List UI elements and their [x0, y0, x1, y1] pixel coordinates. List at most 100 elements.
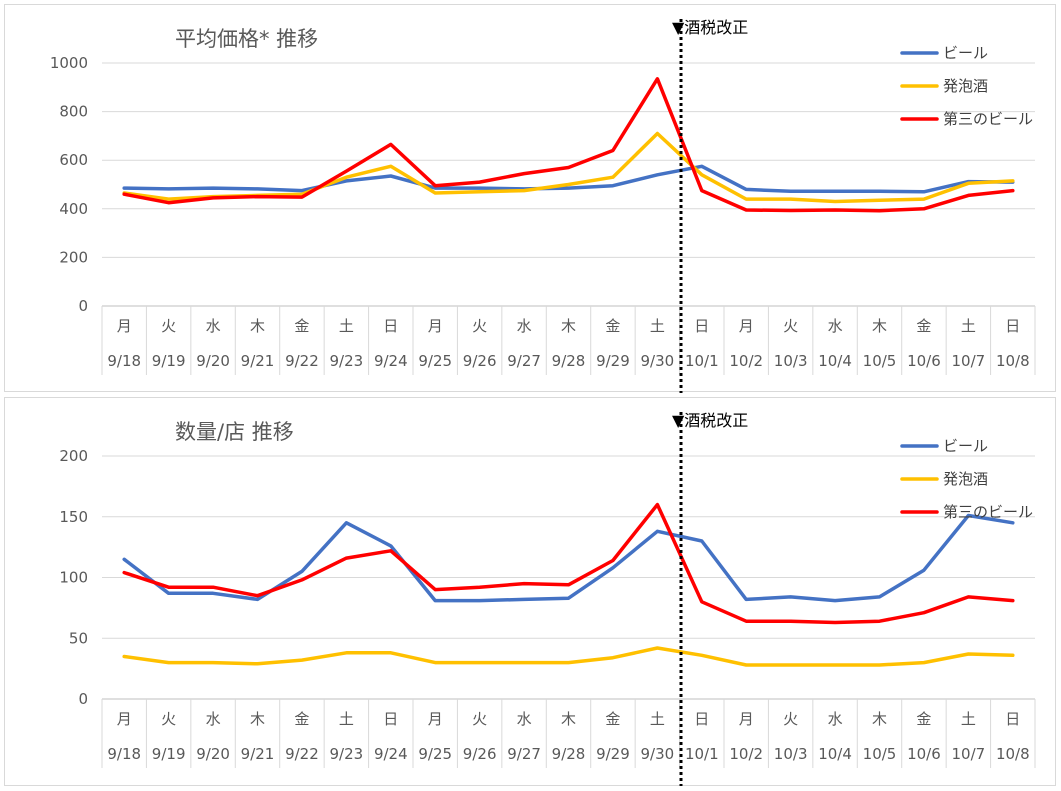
quantity-x-weekday-label: 水	[206, 710, 221, 728]
price-series-line-1	[122, 131, 1015, 204]
price-x-date-label: 9/26	[463, 352, 497, 370]
quantity-series-line-2	[122, 502, 1015, 625]
quantity-chart-panel: 0 50 100 150 200 月 9/18 火 9/19 水 9/20 木 9/21 金 9/22 土 9/…	[4, 397, 1056, 786]
price-x-date-label: 10/1	[685, 352, 719, 370]
price-x-weekday-label: 木	[250, 317, 265, 335]
quantity-x-date-label: 9/19	[152, 745, 186, 763]
price-x-date-label: 9/23	[330, 352, 364, 370]
price-x-weekday-label: 金	[916, 317, 931, 335]
price-x-date-label: 10/7	[952, 352, 986, 370]
price-x-weekday-label: 土	[339, 317, 354, 335]
quantity-tax-revision-annotation: ▼酒税改正	[672, 411, 748, 430]
price-x-weekday-label: 火	[783, 317, 798, 335]
quantity-x-date-label: 9/24	[374, 745, 408, 763]
quantity-y-tick-label: 0	[78, 690, 88, 708]
price-chart-panel: 0 200 400 600 800 1000 月 9/18 火 9/19 水 9/20 木 9/21 金 9/…	[4, 4, 1056, 393]
quantity-x-date-label: 9/26	[463, 745, 497, 763]
quantity-x-date-label: 10/7	[952, 745, 986, 763]
price-x-weekday-label: 月	[428, 317, 443, 335]
quantity-series-line-1	[122, 646, 1015, 667]
price-x-weekday-label: 日	[1005, 317, 1020, 335]
quantity-x-date-label: 10/2	[729, 745, 763, 763]
price-y-tick-label: 600	[59, 151, 88, 169]
quantity-legend-label-1: 発泡酒	[943, 470, 988, 488]
price-legend-label-1: 発泡酒	[943, 77, 988, 95]
price-x-date-label: 10/8	[996, 352, 1030, 370]
quantity-x-weekday-label: 金	[605, 710, 620, 728]
quantity-x-weekday-label: 日	[694, 710, 709, 728]
price-x-date-label: 10/3	[774, 352, 808, 370]
quantity-x-date-label: 10/1	[685, 745, 719, 763]
price-x-date-label: 9/29	[596, 352, 630, 370]
price-chart-title: 平均価格* 推移	[175, 27, 318, 51]
price-x-date-label: 10/5	[863, 352, 897, 370]
price-x-weekday-label: 日	[383, 317, 398, 335]
price-x-date-label: 9/28	[552, 352, 586, 370]
quantity-x-weekday-label: 月	[739, 710, 754, 728]
quantity-x-date-label: 9/28	[552, 745, 586, 763]
price-x-weekday-label: 水	[206, 317, 221, 335]
quantity-legend-label-2: 第三のビール	[943, 503, 1033, 521]
price-x-weekday-label: 木	[872, 317, 887, 335]
quantity-x-weekday-label: 土	[961, 710, 976, 728]
quantity-x-weekday-label: 木	[561, 710, 576, 728]
price-x-weekday-label: 火	[472, 317, 487, 335]
price-x-date-label: 9/18	[107, 352, 141, 370]
price-x-date-label: 9/19	[152, 352, 186, 370]
price-x-weekday-label: 金	[605, 317, 620, 335]
quantity-x-date-label: 10/5	[863, 745, 897, 763]
price-chart: 0 200 400 600 800 1000 月 9/18 火 9/19 水 9/20 木 9/21 金 9/…	[50, 18, 1036, 393]
quantity-x-date-label: 9/21	[241, 745, 275, 763]
quantity-legend-label-0: ビール	[943, 437, 988, 455]
quantity-x-date-label: 10/4	[818, 745, 852, 763]
quantity-x-date-label: 9/18	[107, 745, 141, 763]
price-x-date-label: 9/30	[641, 352, 675, 370]
quantity-x-date-label: 10/6	[907, 745, 941, 763]
price-y-tick-label: 400	[59, 200, 88, 218]
quantity-y-tick-label: 200	[59, 447, 88, 465]
price-x-date-label: 9/27	[507, 352, 541, 370]
price-y-tick-label: 200	[59, 248, 88, 266]
quantity-x-date-label: 10/3	[774, 745, 808, 763]
quantity-x-weekday-label: 火	[472, 710, 487, 728]
price-x-weekday-label: 水	[517, 317, 532, 335]
quantity-x-weekday-label: 金	[916, 710, 931, 728]
price-y-tick-label: 1000	[50, 54, 88, 72]
price-x-date-label: 10/6	[907, 352, 941, 370]
price-series-line-0	[122, 164, 1015, 194]
price-x-weekday-label: 木	[561, 317, 576, 335]
price-x-weekday-label: 月	[739, 317, 754, 335]
price-x-date-label: 9/20	[196, 352, 230, 370]
quantity-x-weekday-label: 土	[339, 710, 354, 728]
quantity-x-weekday-label: 月	[117, 710, 132, 728]
quantity-x-weekday-label: 水	[828, 710, 843, 728]
quantity-x-date-label: 9/30	[641, 745, 675, 763]
price-x-date-label: 10/2	[729, 352, 763, 370]
quantity-x-weekday-label: 木	[250, 710, 265, 728]
quantity-y-tick-label: 100	[59, 569, 88, 587]
quantity-x-weekday-label: 火	[783, 710, 798, 728]
quantity-x-date-label: 9/25	[418, 745, 452, 763]
price-y-tick-label: 0	[78, 297, 88, 315]
price-x-weekday-label: 水	[828, 317, 843, 335]
quantity-x-date-label: 9/22	[285, 745, 319, 763]
price-x-weekday-label: 月	[117, 317, 132, 335]
price-x-date-label: 10/4	[818, 352, 852, 370]
quantity-x-weekday-label: 土	[650, 710, 665, 728]
quantity-x-date-label: 9/23	[330, 745, 364, 763]
quantity-x-weekday-label: 火	[161, 710, 176, 728]
quantity-x-weekday-label: 水	[517, 710, 532, 728]
price-legend-label-0: ビール	[943, 44, 988, 62]
quantity-x-date-label: 9/27	[507, 745, 541, 763]
quantity-x-weekday-label: 月	[428, 710, 443, 728]
price-legend-label-2: 第三のビール	[943, 110, 1033, 128]
quantity-x-weekday-label: 木	[872, 710, 887, 728]
quantity-chart: 0 50 100 150 200 月 9/18 火 9/19 水 9/20 木 9/21 金 9/22 土 9/…	[59, 411, 1036, 786]
price-x-date-label: 9/25	[418, 352, 452, 370]
quantity-y-tick-label: 50	[69, 629, 88, 647]
price-x-weekday-label: 日	[694, 317, 709, 335]
price-x-weekday-label: 土	[961, 317, 976, 335]
quantity-x-weekday-label: 日	[1005, 710, 1020, 728]
quantity-x-date-label: 9/29	[596, 745, 630, 763]
quantity-x-date-label: 10/8	[996, 745, 1030, 763]
